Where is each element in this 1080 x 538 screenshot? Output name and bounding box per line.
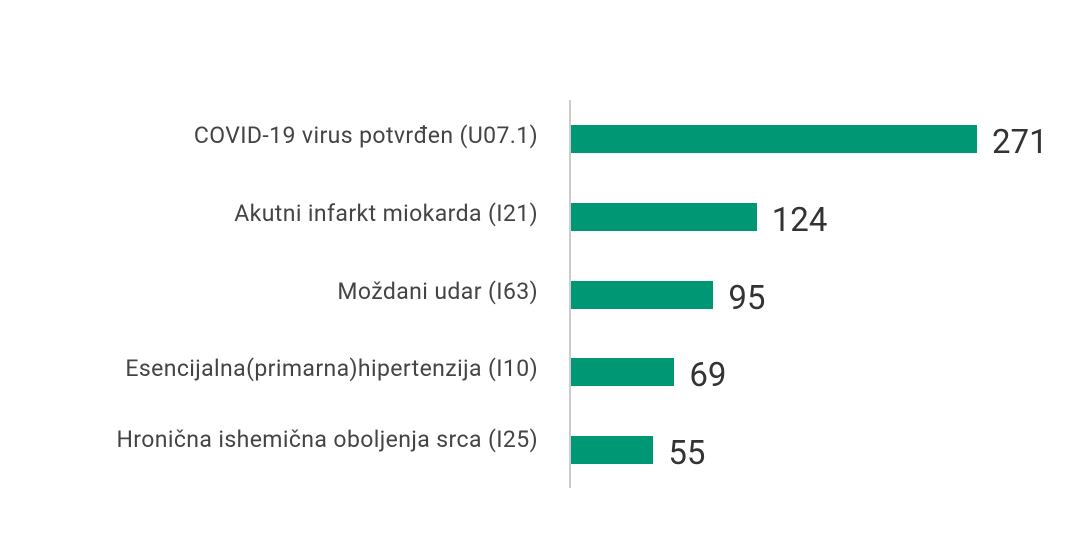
category-label: Esencijalna(primarna)hipertenzija (I10)	[125, 355, 538, 383]
value-label: 124	[771, 200, 828, 240]
value-label: 69	[689, 356, 727, 396]
axis-line	[569, 100, 571, 488]
value-label: 271	[992, 123, 1048, 162]
bar	[571, 436, 654, 465]
bar	[571, 280, 714, 309]
value-label: 55	[668, 434, 706, 474]
bar	[571, 125, 977, 153]
bar	[571, 202, 757, 231]
bar	[571, 358, 675, 387]
category-label: Akutni infarkt miokarda (I21)	[234, 199, 538, 227]
category-label: COVID-19 virus potvrđen (U07.1)	[193, 122, 538, 149]
category-label: Moždani udar (I63)	[337, 277, 538, 305]
category-label: Hronična ishemična oboljenja srca (I25)	[116, 426, 538, 454]
value-label: 95	[728, 278, 766, 318]
